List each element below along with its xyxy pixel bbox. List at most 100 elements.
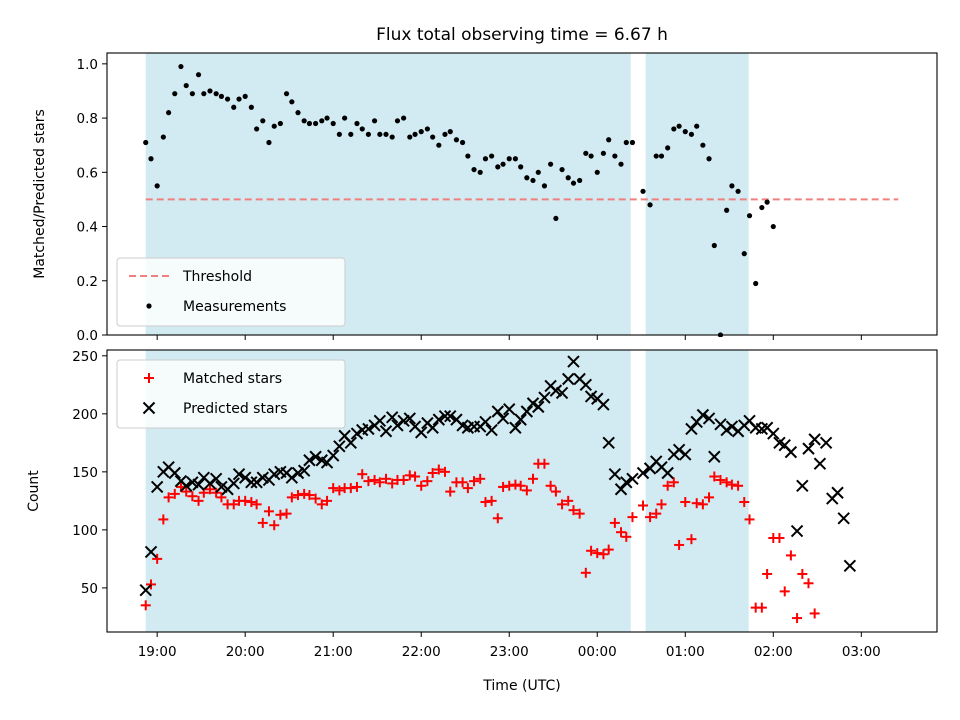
matched-star-point [240, 495, 251, 506]
bottom-y-axis-label: Count [26, 470, 42, 512]
matched-star-point [739, 497, 750, 508]
predicted-star-point [496, 412, 510, 425]
measurement-point [711, 242, 717, 249]
measurement-point [453, 137, 460, 143]
measurement-point [154, 183, 160, 189]
measurement-point [770, 223, 776, 230]
measurement-point [682, 129, 688, 135]
top-y-tick-label: 0.0 [77, 328, 98, 344]
matched-star-point [638, 500, 649, 511]
predicted-star-point [385, 411, 399, 424]
matched-star-point [586, 545, 597, 556]
matched-star-point [539, 458, 550, 469]
predicted-star-point [192, 478, 205, 491]
matched-star-point [568, 505, 579, 516]
matched-star-point [257, 517, 268, 528]
predicted-star-point [285, 471, 299, 484]
matched-star-point [721, 477, 732, 488]
x-tick-label: 21:00 [314, 644, 353, 660]
matched-star-point [404, 470, 415, 481]
measurement-point [647, 202, 653, 208]
matched-star-point [181, 486, 192, 497]
matched-star-point [363, 476, 374, 487]
measurement-point [653, 153, 659, 159]
matched-star-point [510, 479, 521, 490]
measurement-point [471, 166, 477, 173]
measurement-point [342, 115, 348, 121]
predicted-star-point [784, 445, 798, 459]
predicted-star-point [567, 355, 580, 368]
matched-star-point [439, 466, 450, 477]
predicted-star-point [685, 422, 698, 436]
measurement-point [172, 91, 178, 97]
measurement-point [271, 123, 277, 129]
measurement-point [706, 156, 712, 162]
measurement-points [143, 63, 776, 337]
matched-star-point [228, 499, 239, 510]
predicted-star-point [661, 466, 674, 480]
top-axes: 0.0 0.2 0.4 0.6 0.8 1.0 Matched/Predicted star… [32, 52, 938, 344]
predicted-star-point [679, 448, 692, 461]
matched-star-point [726, 479, 737, 490]
matched-star-point [246, 497, 257, 508]
matched-star-point [592, 548, 603, 559]
predicted-star-point [626, 472, 639, 486]
measurement-point [477, 169, 483, 175]
matched-star-point [292, 490, 303, 501]
predicted-star-point [209, 472, 223, 486]
bottom-y-tick-label: 50 [81, 581, 98, 597]
x-tick-label: 20:00 [226, 644, 265, 660]
matched-star-point [528, 473, 539, 484]
measurement-point [676, 123, 682, 129]
matched-star-point [163, 492, 174, 503]
predicted-star-point [303, 454, 316, 467]
legend-marker [146, 303, 152, 309]
measurement-point [354, 120, 360, 127]
matched-star-point [686, 534, 697, 545]
matched-star-point [697, 499, 708, 510]
chart-title: Flux total observing time = 6.67 h [376, 25, 668, 45]
matched-star-point [398, 474, 409, 485]
predicted-star-point [379, 425, 393, 438]
top-legend: Threshold Measurements [116, 257, 346, 327]
predicted-star-point [491, 405, 505, 418]
matched-star-point [345, 483, 356, 494]
measurement-point [418, 129, 424, 135]
x-tick-label: 01:00 [666, 644, 705, 660]
measurement-point [489, 153, 495, 159]
x-tick-label: 23:00 [490, 644, 529, 660]
measurement-point [518, 164, 524, 170]
measurement-point [365, 131, 372, 137]
measurement-point [283, 91, 290, 97]
predicted-star-point [614, 483, 628, 496]
predicted-star-point [333, 440, 346, 453]
predicted-star-point [602, 436, 615, 450]
x-tick-label: 00:00 [578, 644, 617, 660]
matched-star-point [616, 527, 627, 538]
measurement-point [236, 96, 242, 102]
predicted-star-point [526, 397, 540, 410]
matched-star-point [357, 469, 368, 480]
matched-star-point [422, 476, 433, 487]
matched-star-point [645, 512, 656, 523]
matched-star-point [609, 517, 620, 528]
predicted-star-point [403, 412, 416, 425]
matched-star-point [251, 499, 262, 510]
predicted-star-point [485, 423, 498, 437]
matched-star-point [498, 481, 509, 492]
measurement-point [594, 169, 600, 175]
legend-marker [142, 401, 156, 415]
bottom-y-tick-label: 150 [72, 465, 98, 481]
top-y-tick-label: 0.4 [77, 220, 98, 236]
predicted-star-point [297, 464, 311, 477]
predicted-star-point [150, 480, 164, 494]
predicted-star-point [620, 476, 633, 489]
matched-star-point [762, 568, 773, 579]
measurement-point [231, 104, 237, 110]
predicted-star-point [843, 559, 857, 573]
matched-star-point [433, 464, 444, 475]
x-tick-label: 03:00 [842, 644, 881, 660]
measurement-point [612, 153, 618, 159]
matched-star-point [598, 549, 609, 560]
matched-star-point [709, 471, 720, 482]
